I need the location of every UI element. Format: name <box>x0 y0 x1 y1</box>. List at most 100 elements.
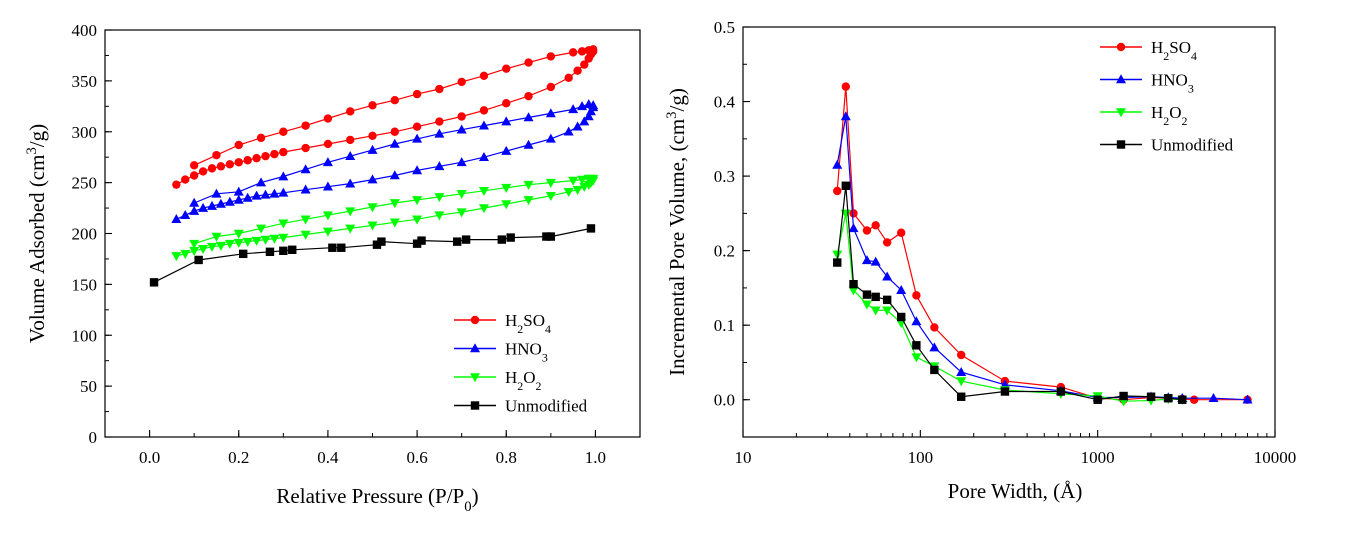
data-point <box>1000 387 1010 396</box>
data-point <box>233 186 244 196</box>
data-point <box>269 234 280 244</box>
data-point <box>586 224 596 233</box>
data-point <box>524 91 533 101</box>
data-point <box>862 226 872 235</box>
data-point <box>215 241 226 251</box>
data-point <box>346 107 355 116</box>
x-tick-label: 10000 <box>1254 448 1297 467</box>
data-point <box>278 187 289 197</box>
x-axis-title: Relative Pressure (P/P0) <box>276 484 478 515</box>
legend: H2SO4 HNO3 H2O2 Unmodified <box>454 311 588 416</box>
data-point <box>260 235 271 245</box>
data-point <box>501 145 512 155</box>
data-point <box>180 250 191 260</box>
data-point <box>390 127 399 136</box>
data-point <box>882 238 892 247</box>
legend-marker <box>1116 74 1126 84</box>
data-point <box>189 205 200 215</box>
data-point <box>435 84 444 94</box>
data-point <box>189 161 199 170</box>
data-point <box>260 189 271 199</box>
data-point <box>456 157 467 167</box>
data-point <box>328 243 337 252</box>
data-point <box>242 192 253 202</box>
data-point <box>189 246 200 256</box>
data-point <box>300 215 311 225</box>
data-point <box>278 171 289 181</box>
data-point <box>882 306 893 316</box>
series-line <box>176 178 594 257</box>
data-point <box>870 306 881 316</box>
y-axis-title: Incremental Pore Volume, (cm3/g) <box>664 88 689 376</box>
data-point <box>279 246 288 255</box>
data-point <box>181 175 190 184</box>
y-axis-title: Volume Adsorbed (cm3/g) <box>24 124 49 343</box>
data-point <box>870 256 881 266</box>
series-line <box>836 116 1248 401</box>
y-tick-label: 0.0 <box>714 391 735 410</box>
plot-frame <box>742 26 1276 438</box>
data-point <box>930 323 939 332</box>
legend-item: Unmodified <box>454 397 588 416</box>
series-hno3 <box>171 99 599 224</box>
legend-item: HNO3 <box>1100 71 1194 96</box>
data-point <box>502 99 511 108</box>
data-point <box>322 211 333 221</box>
y-tick-label: 400 <box>72 21 98 40</box>
legend-marker <box>470 373 480 383</box>
data-point <box>456 208 467 218</box>
data-point <box>323 114 333 123</box>
data-point <box>545 178 556 188</box>
data-point <box>189 239 200 249</box>
data-point <box>523 196 534 206</box>
data-point <box>301 143 310 153</box>
data-point <box>524 58 533 67</box>
data-point <box>580 60 589 69</box>
data-point <box>882 271 893 281</box>
plot-frame <box>104 29 641 438</box>
data-point <box>479 106 489 115</box>
data-point <box>345 224 356 234</box>
data-point <box>523 139 534 149</box>
data-point <box>871 292 880 302</box>
data-point <box>412 196 423 206</box>
series-h2o2 <box>171 174 599 262</box>
legend-marker <box>470 315 480 325</box>
data-point <box>848 286 859 296</box>
data-point <box>434 193 445 203</box>
data-point <box>1164 394 1173 403</box>
data-point <box>1242 394 1253 404</box>
data-point <box>189 171 199 180</box>
legend-label: H2SO4 <box>1151 38 1197 63</box>
data-point <box>545 108 556 118</box>
data-point <box>478 151 489 161</box>
data-point <box>453 237 462 246</box>
data-point <box>372 240 382 249</box>
data-point <box>212 150 221 160</box>
y-tick-label: 250 <box>72 174 98 193</box>
data-point <box>211 232 222 242</box>
data-point <box>234 158 243 167</box>
data-point <box>233 238 244 248</box>
data-point <box>337 243 346 252</box>
data-point <box>412 122 422 131</box>
data-point <box>584 46 593 55</box>
data-point <box>389 199 400 209</box>
data-point <box>833 186 842 196</box>
legend-item: H2SO4 <box>1100 38 1197 63</box>
data-point <box>215 198 226 208</box>
data-point <box>233 229 244 239</box>
data-point <box>198 244 209 254</box>
x-tick-label: 0.8 <box>496 448 517 467</box>
x-tick-label: 0.4 <box>317 448 339 467</box>
legend: H2SO4 HNO3 H2O2 Unmodified <box>1100 38 1234 155</box>
series-h2so4 <box>172 45 598 189</box>
y-tick-label: 0.2 <box>714 242 735 261</box>
data-point <box>412 133 423 143</box>
y-tick-label: 200 <box>72 225 98 244</box>
data-point <box>833 258 842 267</box>
data-point <box>457 112 466 121</box>
data-point <box>929 342 940 352</box>
data-point <box>912 341 921 350</box>
data-point <box>911 353 922 363</box>
